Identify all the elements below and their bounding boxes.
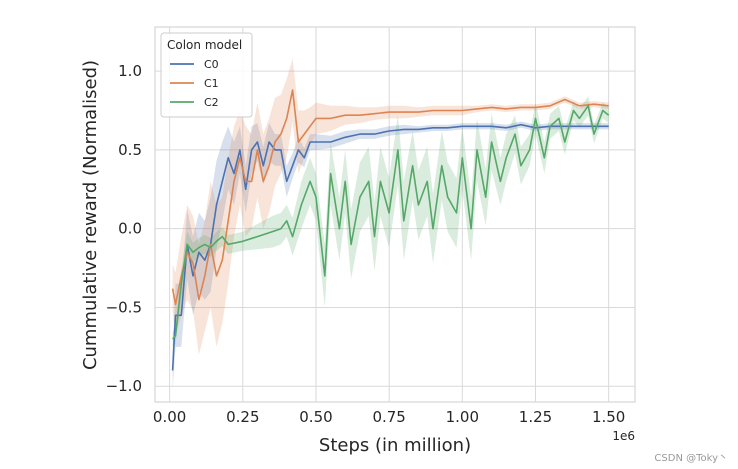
watermark: CSDN @Toky丶 — [654, 453, 728, 464]
band-c2 — [172, 96, 609, 347]
x-tick-label: 1.00 — [446, 408, 479, 426]
legend-title: Colon model — [167, 38, 242, 52]
y-tick-label: −0.5 — [106, 298, 142, 316]
x-tick-label: 0.25 — [226, 408, 259, 426]
legend-label-c2: C2 — [204, 96, 219, 109]
y-tick-label: 1.0 — [118, 62, 142, 80]
x-axis-label: Steps (in million) — [319, 435, 471, 456]
y-tick-labels: −1.0 −0.5 0.0 0.5 1.0 — [106, 62, 142, 395]
legend-label-c1: C1 — [204, 77, 219, 90]
y-axis-label: Cummulative reward (Normalised) — [80, 60, 101, 370]
series-lines — [171, 89, 610, 371]
y-tick-label: 0.5 — [118, 141, 142, 159]
line-c2 — [172, 105, 610, 340]
x-tick-label: 1.25 — [519, 408, 552, 426]
x-offset-label: 1e6 — [612, 429, 635, 443]
y-tick-label: −1.0 — [106, 377, 142, 395]
y-tick-label: 0.0 — [118, 220, 142, 238]
legend: Colon model C0 C1 C2 — [160, 32, 253, 118]
line-c0 — [171, 123, 609, 371]
legend-label-c0: C0 — [204, 58, 219, 71]
x-tick-label: 1.50 — [592, 408, 625, 426]
x-tick-label: 0.50 — [299, 408, 332, 426]
line-c1 — [171, 89, 609, 306]
x-tick-labels: 0.00 0.25 0.50 0.75 1.00 1.25 1.50 — [153, 408, 625, 426]
x-tick-label: 0.00 — [153, 408, 186, 426]
legend-box — [160, 32, 253, 118]
x-tick-label: 0.75 — [372, 408, 405, 426]
